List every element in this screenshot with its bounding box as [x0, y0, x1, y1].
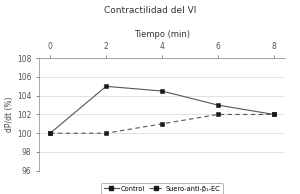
X-axis label: Tiempo (min): Tiempo (min)	[134, 30, 190, 39]
Y-axis label: dP/dt (%): dP/dt (%)	[5, 97, 14, 132]
Text: Contractilidad del VI: Contractilidad del VI	[104, 6, 196, 15]
Legend: Control, Suero-anti-β₁-EC: Control, Suero-anti-β₁-EC	[101, 183, 223, 194]
